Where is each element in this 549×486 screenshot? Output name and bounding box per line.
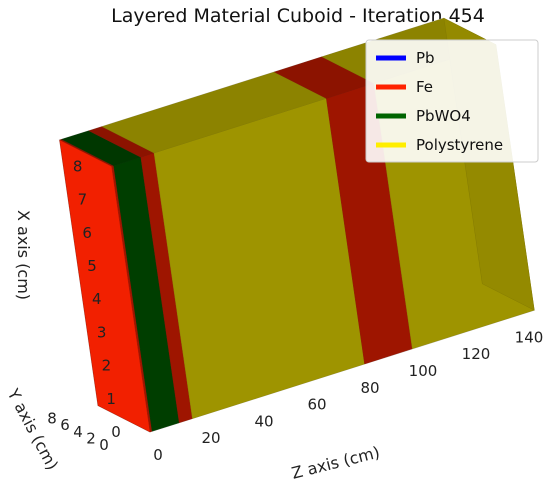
x-tick-label: 0: [111, 423, 121, 441]
z-tick-label: 40: [254, 412, 273, 430]
y-tick-label: 6: [60, 416, 70, 434]
layer-front-face: [153, 98, 365, 419]
z-tick-label: 140: [515, 328, 544, 346]
z-tick-label: 20: [201, 429, 220, 447]
y-tick-label: 8: [47, 410, 57, 428]
y-tick-label: 0: [99, 436, 109, 454]
y-tick-label: 4: [73, 423, 83, 441]
x-tick-label: 8: [73, 157, 83, 175]
layer-end-face: [59, 139, 151, 433]
y-tick-label: 2: [86, 429, 96, 447]
legend-label: PbWO4: [416, 107, 471, 125]
z-axis-label: Z axis (cm): [290, 443, 382, 483]
layer-polystyrene-3: [101, 71, 365, 419]
legend-label: Fe: [416, 78, 433, 96]
material-layers: [59, 17, 535, 433]
x-tick-label: 6: [82, 224, 92, 242]
z-tick-label: 100: [409, 362, 438, 380]
legend-label: Pb: [416, 49, 435, 67]
z-tick-label: 0: [153, 446, 163, 464]
x-tick-label: 3: [97, 323, 107, 341]
legend-label: Polystyrene: [416, 136, 503, 154]
x-tick-label: 5: [87, 257, 97, 275]
x-tick-label: 2: [102, 357, 112, 375]
x-axis-label: X axis (cm): [14, 210, 33, 300]
z-tick-label: 60: [307, 396, 326, 414]
legend: Pb Fe PbWO4 Polystyrene: [365, 39, 539, 163]
z-tick-label: 80: [360, 379, 379, 397]
x-tick-label: 1: [106, 390, 116, 408]
z-tick-label: 120: [462, 345, 491, 363]
legend-box: [365, 39, 539, 163]
y-axis-label: Y axis (cm): [3, 385, 62, 473]
chart-title: Layered Material Cuboid - Iteration 454: [111, 5, 485, 27]
x-tick-label: 4: [92, 290, 102, 308]
x-tick-label: 7: [78, 191, 88, 209]
